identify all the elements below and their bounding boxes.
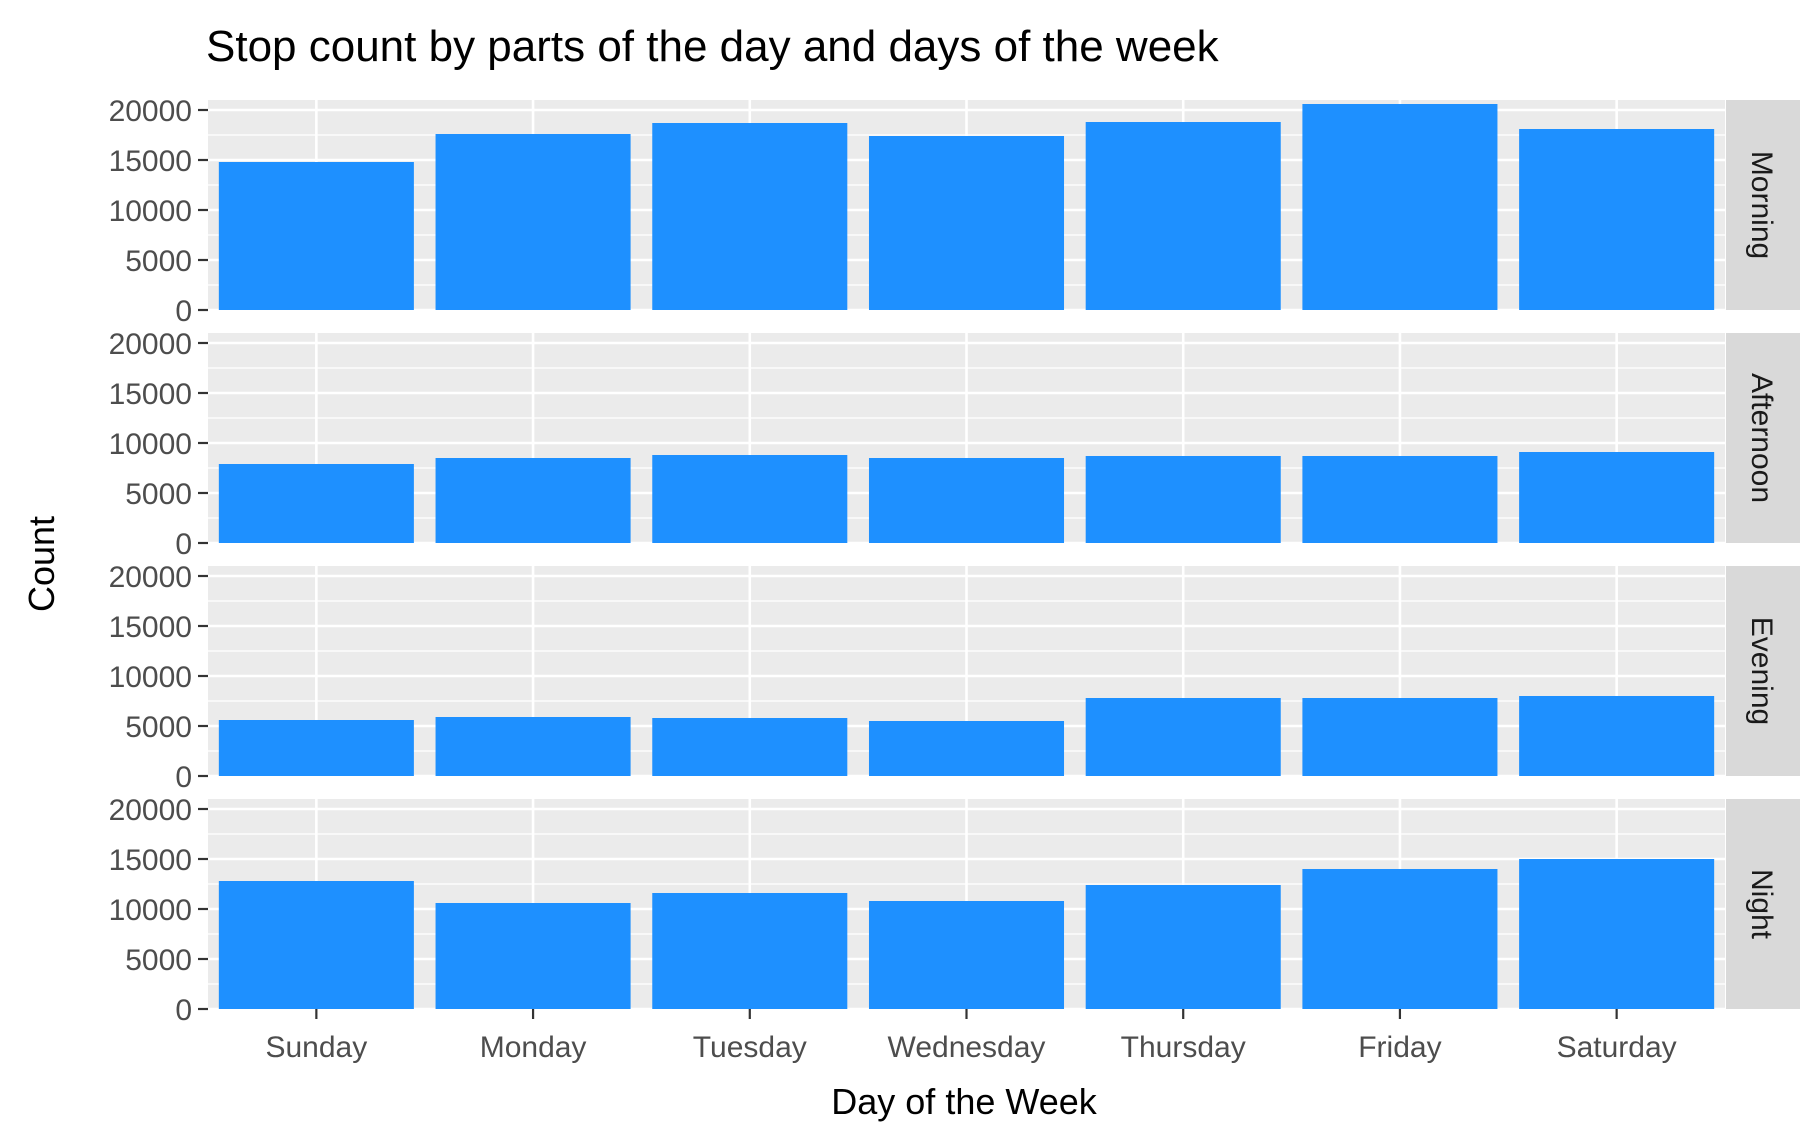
bar-thursday [1085,698,1281,776]
y-tick-label: 20000 [109,794,192,827]
bar-friday [1302,104,1498,310]
bar-saturday [1519,859,1715,1009]
bar-thursday [1085,122,1281,310]
x-tick-label: Saturday [1557,1031,1677,1064]
y-tick-label: 0 [175,994,192,1027]
facet-panels: 0 5000 10000 15000 20000 Morning 0 5000 10000 150… [109,95,1800,1027]
y-tick-label: 10000 [109,661,192,694]
bar-friday [1302,456,1498,543]
bar-saturday [1519,129,1715,310]
y-tick-label: 15000 [109,611,192,644]
bar-saturday [1519,452,1715,543]
x-tick-label: Thursday [1121,1031,1246,1064]
y-tick-label: 10000 [109,894,192,927]
bar-monday [435,134,631,310]
facet-strip-label: Morning [1745,151,1778,259]
bar-sunday [218,881,414,1009]
facet-strip-label: Night [1745,869,1778,940]
bar-thursday [1085,456,1281,543]
bar-wednesday [868,721,1065,776]
bar-tuesday [652,893,848,1009]
bar-tuesday [652,123,848,310]
bar-tuesday [652,455,848,543]
bar-tuesday [652,718,848,776]
y-tick-label: 10000 [109,195,192,228]
y-tick-label: 0 [175,528,192,561]
y-tick-label: 20000 [109,328,192,361]
bar-friday [1302,869,1498,1009]
facet-night: 0 5000 10000 15000 20000 Night [109,794,1800,1027]
y-tick-label: 5000 [125,245,192,278]
y-axis-title: Count [21,516,62,612]
facet-afternoon: 0 5000 10000 15000 20000 Afternoon [109,328,1800,561]
bar-monday [435,717,631,776]
bar-sunday [218,162,414,310]
y-tick-label: 5000 [125,478,192,511]
bar-friday [1302,698,1498,776]
x-tick-label: Monday [480,1031,587,1064]
x-tick-label: Wednesday [888,1031,1046,1064]
bar-sunday [218,464,414,543]
bar-monday [435,903,631,1009]
chart-title: Stop count by parts of the day and days … [206,22,1220,71]
x-tick-label: Tuesday [693,1031,807,1064]
bar-monday [435,458,631,543]
bar-sunday [218,720,414,776]
bar-wednesday [868,901,1065,1009]
facet-evening: 0 5000 10000 15000 20000 Evening [109,561,1800,794]
facet-strip [1726,333,1800,543]
y-tick-label: 20000 [109,561,192,594]
y-tick-label: 0 [175,761,192,794]
facet-morning: 0 5000 10000 15000 20000 Morning [109,95,1800,328]
x-axis: Sunday Monday Tuesday Wednesday Thursday Frid… [265,1009,1677,1064]
x-axis-title: Day of the Week [831,1081,1097,1122]
bar-wednesday [868,458,1065,543]
bar-saturday [1519,696,1715,776]
y-tick-label: 5000 [125,944,192,977]
y-tick-label: 15000 [109,378,192,411]
facet-strip [1726,100,1800,310]
y-tick-label: 15000 [109,844,192,877]
facet-strip [1726,566,1800,776]
facet-strip-label: Afternoon [1745,373,1778,503]
bar-wednesday [868,136,1065,310]
x-tick-label: Friday [1358,1031,1441,1064]
x-tick-label: Sunday [265,1031,367,1064]
facet-strip [1726,799,1800,1009]
y-tick-label: 5000 [125,711,192,744]
bar-thursday [1085,885,1281,1009]
y-tick-label: 10000 [109,428,192,461]
facet-strip-label: Evening [1745,617,1778,725]
y-tick-label: 0 [175,295,192,328]
y-tick-label: 15000 [109,145,192,178]
y-tick-label: 20000 [109,95,192,128]
